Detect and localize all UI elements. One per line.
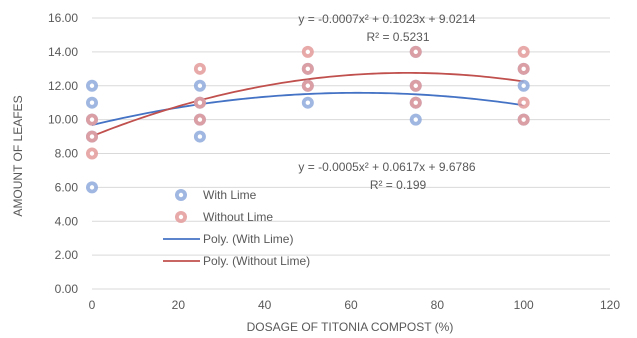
data-point-without-lime — [193, 96, 206, 109]
trendlines — [91, 71, 524, 138]
x-tick-labels: 0 20 40 60 80 100 120 — [89, 298, 621, 312]
y-tick-label: 4.00 — [55, 214, 79, 228]
marker-center — [178, 214, 184, 220]
data-point-without-lime — [193, 113, 206, 126]
y-tick-label: 10.00 — [48, 113, 78, 127]
x-tick-label: 0 — [89, 298, 96, 312]
data-point-with-lime — [301, 96, 314, 109]
data-point-with-lime — [86, 181, 98, 194]
legend-entry: Without Lime — [175, 210, 273, 224]
data-point-without-lime — [517, 62, 530, 75]
marker-center — [197, 117, 203, 122]
data-point-without-lime — [409, 96, 422, 109]
marker-center — [89, 100, 95, 105]
y-tick-label: 16.00 — [48, 11, 78, 25]
y-tick-label: 2.00 — [55, 248, 79, 262]
marker-center — [89, 185, 95, 190]
marker-center — [305, 66, 311, 72]
marker-center — [413, 117, 418, 122]
legend: With Lime Without Lime Poly. (With Lime) Po… — [163, 188, 310, 268]
trendline-equation: y = -0.0007x² + 0.1023x + 9.0214 — [298, 12, 475, 26]
legend-label: Without Lime — [203, 210, 273, 224]
x-tick-label: 40 — [258, 298, 272, 312]
trendline-r-squared: R² = 0.5231 — [366, 30, 429, 44]
data-point-without-lime — [517, 96, 530, 109]
data-point-with-lime — [517, 79, 530, 92]
marker-center — [89, 83, 95, 88]
marker-center — [178, 192, 184, 198]
y-axis-title: AMOUNT OF LEAFES — [11, 95, 25, 216]
legend-label: Poly. (Without Lime) — [203, 254, 310, 268]
legend-entry: Poly. (Without Lime) — [163, 254, 310, 268]
marker-center — [89, 117, 95, 122]
marker-center — [89, 151, 95, 156]
marker-center — [305, 100, 311, 105]
x-tick-label: 20 — [172, 298, 186, 312]
data-point-with-lime — [409, 113, 422, 126]
data-point-without-lime — [409, 45, 422, 58]
marker-center — [413, 100, 418, 105]
data-point-without-lime — [409, 79, 422, 92]
marker-center — [197, 66, 203, 72]
data-point-with-lime — [193, 79, 206, 92]
data-point-without-lime — [301, 62, 314, 75]
marker-center — [197, 100, 203, 105]
legend-label: With Lime — [203, 188, 257, 202]
marker-center — [413, 49, 418, 55]
trendline-equation: y = -0.0005x² + 0.0617x + 9.6786 — [298, 160, 475, 174]
trendline-without-lime — [91, 71, 524, 138]
marker-center — [197, 83, 203, 88]
trendline-r-squared: R² = 0.199 — [370, 178, 427, 192]
legend-entry: With Lime — [175, 188, 257, 202]
y-tick-label: 8.00 — [55, 147, 79, 161]
x-axis-title: DOSAGE OF TITONIA COMPOST (%) — [247, 320, 454, 334]
data-point-without-lime — [86, 147, 98, 160]
data-point-without-lime — [86, 113, 98, 126]
legend-entry: Poly. (With Lime) — [163, 232, 293, 246]
marker-center — [305, 49, 311, 55]
x-tick-label: 60 — [344, 298, 358, 312]
marker-center — [521, 66, 526, 72]
marker-center — [197, 134, 203, 139]
data-point-without-lime — [193, 62, 206, 75]
legend-marker — [175, 189, 187, 201]
x-tick-label: 80 — [431, 298, 445, 312]
data-point-without-lime — [517, 113, 530, 126]
data-points — [86, 45, 530, 194]
y-tick-label: 6.00 — [55, 180, 79, 194]
data-point-with-lime — [86, 79, 98, 92]
marker-center — [305, 83, 311, 88]
marker-center — [413, 83, 418, 88]
marker-center — [521, 83, 526, 88]
data-point-without-lime — [517, 45, 530, 58]
x-tick-label: 120 — [600, 298, 620, 312]
y-tick-label: 12.00 — [48, 79, 78, 93]
data-point-without-lime — [301, 45, 314, 58]
marker-center — [521, 49, 526, 55]
data-point-with-lime — [86, 96, 98, 109]
y-tick-label: 0.00 — [55, 282, 79, 296]
x-tick-label: 100 — [514, 298, 534, 312]
legend-label: Poly. (With Lime) — [203, 232, 293, 246]
y-tick-label: 14.00 — [48, 45, 78, 59]
data-point-without-lime — [86, 130, 98, 143]
data-point-without-lime — [301, 79, 314, 92]
y-tick-labels: 0.00 2.00 4.00 6.00 8.00 10.00 12.00 14.00 16.00 — [48, 11, 78, 296]
marker-center — [521, 117, 526, 122]
legend-marker — [175, 211, 187, 223]
marker-center — [521, 100, 526, 105]
gridlines — [92, 17, 610, 290]
data-point-with-lime — [193, 130, 206, 143]
trendline-annotations: y = -0.0005x² + 0.0617x + 9.6786 R² = 0.1… — [298, 12, 475, 192]
marker-center — [89, 134, 95, 139]
